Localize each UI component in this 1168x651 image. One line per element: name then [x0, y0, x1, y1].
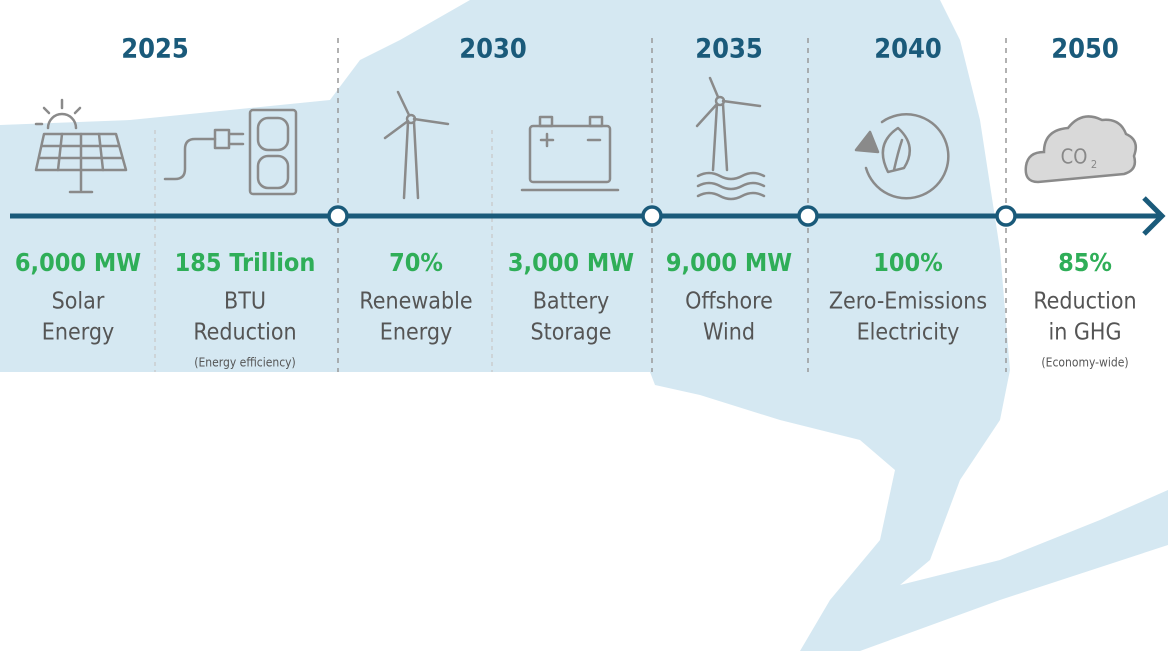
- cloud-subscript: 2: [1091, 158, 1097, 171]
- milestone-label: Offshore: [685, 289, 773, 315]
- offshore-wind-icon: [695, 76, 766, 201]
- year: 2025: [121, 34, 189, 65]
- milestone-value: 9,000 MW: [666, 248, 792, 277]
- milestone-note: (Economy-wide): [1041, 356, 1128, 370]
- milestone-label: Wind: [703, 320, 755, 346]
- milestone-label: Energy: [380, 320, 452, 346]
- year: 2035: [695, 34, 763, 65]
- milestone-value: 3,000 MW: [508, 248, 634, 277]
- milestone-label: Battery: [533, 289, 610, 315]
- solar-icon: [34, 98, 128, 194]
- milestone-value: 6,000 MW: [15, 248, 141, 277]
- co2-cloud-icon: CO 2: [1024, 115, 1137, 184]
- milestone-label: Solar: [52, 289, 105, 315]
- milestone-label: Reduction: [1033, 289, 1136, 315]
- wind-turbine-icon: [383, 90, 450, 200]
- milestone-label: Renewable: [359, 289, 472, 315]
- milestone-note: (Energy efficiency): [194, 356, 295, 370]
- year: 2050: [1051, 34, 1119, 65]
- recycle-leaf-icon: [854, 112, 950, 200]
- milestone-label: BTU: [224, 289, 266, 315]
- milestones: 6,000 MW Solar Energy 185 Trillion BTU Reduct…: [15, 248, 1137, 370]
- milestone-value: 100%: [873, 248, 942, 277]
- milestone-label: Storage: [531, 320, 612, 346]
- battery-icon: [520, 115, 620, 192]
- milestone-value: 185 Trillion: [175, 248, 316, 277]
- outlet-icon: [163, 108, 298, 196]
- cloud-text: CO: [1061, 145, 1088, 169]
- milestone-label: in GHG: [1048, 320, 1121, 346]
- milestone-label: Zero-Emissions: [829, 289, 987, 315]
- dividers: [154, 38, 1007, 372]
- year: 2030: [459, 34, 527, 65]
- milestone-label: Electricity: [857, 320, 960, 346]
- year: 2040: [874, 34, 942, 65]
- milestone-value: 70%: [389, 248, 443, 277]
- milestone-label: Energy: [42, 320, 114, 346]
- timeline: [10, 196, 1166, 236]
- milestone-label: Reduction: [193, 320, 296, 346]
- milestone-value: 85%: [1058, 248, 1112, 277]
